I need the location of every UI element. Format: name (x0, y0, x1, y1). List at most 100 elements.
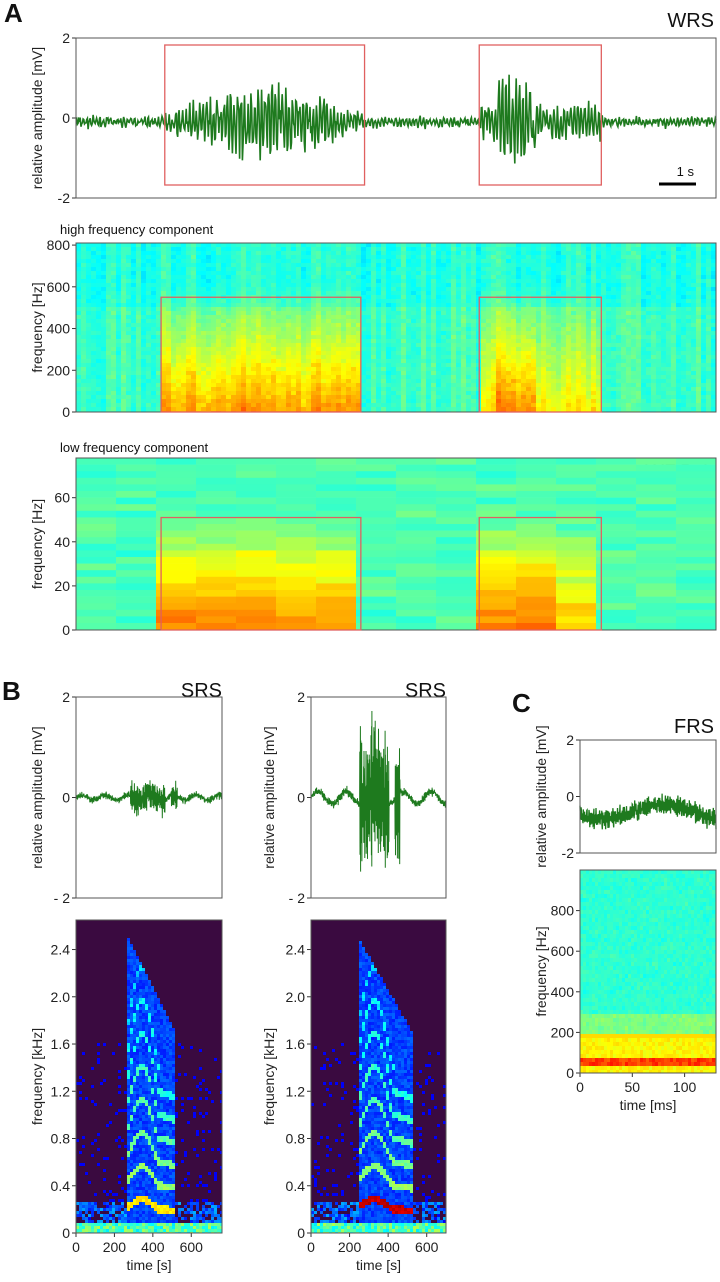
spectrogram-cell (331, 379, 337, 384)
spectrogram-cell (511, 351, 517, 356)
spectrogram-cell (76, 255, 82, 260)
spectrogram-cell (516, 355, 522, 360)
spectrogram-cell (156, 347, 162, 352)
spectrogram-cell (141, 243, 147, 248)
spectrogram-cell (431, 323, 437, 328)
spectrogram-cell (216, 247, 222, 252)
spectrogram-cell (386, 359, 392, 364)
spectrogram-cell (541, 391, 547, 396)
spectrogram-cell (631, 255, 637, 260)
spectrogram-cell (171, 279, 177, 284)
spectrogram-cell (491, 407, 497, 412)
spectrogram-cell (126, 275, 132, 280)
spectrogram-cell (106, 299, 112, 304)
spectrogram-cell (506, 323, 512, 328)
spectrogram-cell (351, 319, 357, 324)
spectrogram-cell (451, 399, 457, 404)
spectrogram-cell (126, 371, 132, 376)
spectrogram-cell (511, 275, 517, 280)
spectrogram-cell (536, 279, 542, 284)
spectrogram-cell (621, 303, 627, 308)
spectrogram-cell (101, 267, 107, 272)
spectrogram-cell (566, 335, 572, 340)
spectrogram-cell (616, 283, 622, 288)
spectrogram-cell (196, 395, 202, 400)
spectrogram-cell (426, 319, 432, 324)
y-tick-label: 0 (297, 790, 305, 806)
spectrogram-cell (566, 391, 572, 396)
spectrogram-cell (396, 407, 402, 412)
spectrogram-cell (566, 347, 572, 352)
spectrogram-cell (456, 331, 462, 336)
spectrogram-cell (151, 355, 157, 360)
spectrogram-cell (261, 287, 267, 292)
spectrogram-cell (161, 287, 167, 292)
spectrogram-cell (191, 255, 197, 260)
spectrogram-cell (471, 323, 477, 328)
spectrogram-cell (411, 351, 417, 356)
spectrogram-cell (471, 299, 477, 304)
spectrogram-cell (381, 271, 387, 276)
spectrogram-cell (271, 283, 277, 288)
spectrogram-cell (146, 319, 152, 324)
spectrogram-cell (231, 355, 237, 360)
spectrogram-cell (311, 291, 317, 296)
spectrogram-cell (76, 367, 82, 372)
spectrogram-cell (646, 307, 652, 312)
spectrogram-cell (611, 379, 617, 384)
spectrogram-cell (151, 303, 157, 308)
spectrogram-cell (451, 299, 457, 304)
spectrogram-cell (501, 283, 507, 288)
spectrogram-cell (386, 323, 392, 328)
spectrogram-cell (591, 339, 597, 344)
spectrogram-cell (81, 375, 87, 380)
spectrogram-cell (551, 327, 557, 332)
spectrogram-cell (106, 339, 112, 344)
spectrogram-cell (201, 339, 207, 344)
spectrogram-cell (256, 379, 262, 384)
spectrogram-cell (511, 291, 517, 296)
spectrogram-cell (146, 387, 152, 392)
spectrogram-cell (521, 275, 527, 280)
spectrogram-cell (391, 339, 397, 344)
spectrogram-cell (351, 347, 357, 352)
spectrogram-cell (636, 331, 642, 336)
spectrogram-cell (171, 335, 177, 340)
spectrogram-cell (206, 319, 212, 324)
spectrogram-cell (646, 287, 652, 292)
spectrogram-cell (566, 343, 572, 348)
spectrogram-cell (641, 287, 647, 292)
spectrogram-cell (646, 343, 652, 348)
spectrogram-cell (116, 371, 122, 376)
spectrogram-cell (456, 259, 462, 264)
spectrogram-cell (276, 359, 282, 364)
spectrogram-cell (156, 267, 162, 272)
spectrogram-cell (216, 307, 222, 312)
spectrogram-cell (396, 387, 402, 392)
spectrogram-cell (536, 367, 542, 372)
spectrogram-cell (566, 267, 572, 272)
spectrogram-cell (401, 351, 407, 356)
spectrogram-cell (121, 287, 127, 292)
spectrogram-cell (516, 259, 522, 264)
y-tick-label: 400 (47, 321, 71, 337)
spectrogram-cell (281, 343, 287, 348)
spectrogram-cell (516, 247, 522, 252)
spectrogram-cell (206, 395, 212, 400)
spectrogram-cell (386, 311, 392, 316)
spectrogram-cell (456, 367, 462, 372)
spectrogram-cell (206, 291, 212, 296)
spectrogram-cell (521, 303, 527, 308)
spectrogram-cell (391, 279, 397, 284)
spectrogram-cell (151, 311, 157, 316)
spectrogram-cell (531, 307, 537, 312)
spectrogram-cell (546, 391, 552, 396)
spectrogram-cell (111, 243, 117, 248)
spectrogram-cell (521, 379, 527, 384)
spectrogram-cell (271, 291, 277, 296)
spectrogram-cell (541, 311, 547, 316)
spectrogram-cell (351, 363, 357, 368)
spectrogram-cell (281, 391, 287, 396)
y-tick-label: 2 (297, 689, 305, 705)
spectrogram-cell (361, 403, 367, 408)
